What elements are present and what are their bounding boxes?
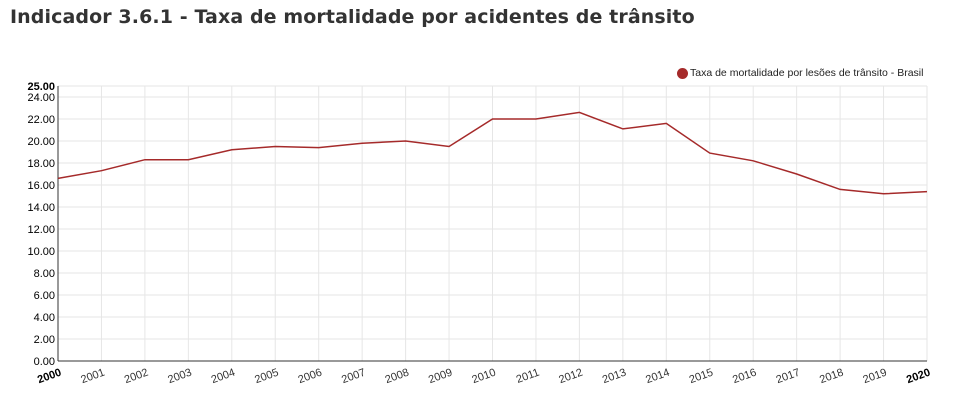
- x-tick-label: 2003: [166, 367, 193, 387]
- x-tick-label: 2018: [818, 367, 845, 387]
- x-tick-label: 2017: [775, 367, 802, 387]
- x-tick-label: 2016: [731, 367, 758, 387]
- x-tick-label: 2013: [601, 367, 628, 387]
- data-point: [490, 116, 496, 122]
- data-point: [98, 168, 104, 174]
- data-point: [229, 147, 235, 153]
- x-tick-label: 2000: [36, 367, 63, 387]
- data-point: [620, 126, 626, 132]
- data-point: [185, 157, 191, 163]
- data-point: [707, 150, 713, 156]
- y-tick-label: 25.00: [27, 81, 55, 93]
- y-tick-label: 22.00: [27, 114, 55, 126]
- y-tick-label: 6.00: [34, 290, 55, 302]
- y-tick-label: 20.00: [27, 136, 55, 148]
- y-tick-label: 8.00: [34, 268, 55, 280]
- y-tick-label: 18.00: [27, 158, 55, 170]
- x-tick-label: 2004: [210, 367, 237, 387]
- y-tick-label: 2.00: [34, 334, 55, 346]
- data-point: [142, 157, 148, 163]
- x-tick-label: 2019: [861, 367, 888, 387]
- x-tick-label: 2002: [123, 367, 150, 387]
- data-point: [837, 186, 843, 192]
- data-point: [316, 145, 322, 151]
- x-tick-label: 2007: [340, 367, 367, 387]
- x-tick-label: 2005: [253, 367, 280, 387]
- series-line: [57, 111, 928, 195]
- x-tick-label: 2020: [905, 367, 932, 387]
- x-tick-label: 2014: [644, 367, 671, 387]
- data-point: [446, 144, 452, 150]
- data-point: [576, 109, 582, 115]
- legend[interactable]: Taxa de mortalidade por lesões de trânsi…: [677, 67, 923, 79]
- data-point: [55, 175, 61, 181]
- data-point: [794, 171, 800, 177]
- y-tick-label: 10.00: [27, 246, 55, 258]
- data-point: [663, 120, 669, 126]
- y-tick-label: 16.00: [27, 180, 55, 192]
- legend-label: Taxa de mortalidade por lesões de trânsi…: [690, 67, 924, 79]
- x-tick-label: 2010: [470, 367, 497, 387]
- x-tick-label: 2015: [688, 367, 715, 387]
- x-tick-label: 2001: [79, 367, 106, 387]
- data-point: [272, 144, 278, 150]
- x-tick-label: 2011: [515, 367, 541, 386]
- data-point: [881, 191, 887, 197]
- y-tick-label: 14.00: [27, 202, 55, 214]
- legend-marker-icon: [677, 67, 688, 79]
- page-title: Indicador 3.6.1 - Taxa de mortalidade po…: [10, 6, 695, 28]
- x-tick-label: 2008: [384, 367, 411, 387]
- y-tick-label: 0.00: [34, 356, 55, 368]
- y-tick-label: 4.00: [34, 312, 55, 324]
- data-point: [924, 189, 930, 195]
- y-tick-label: 12.00: [27, 224, 55, 236]
- data-point: [359, 140, 365, 146]
- data-point: [403, 138, 409, 144]
- data-point: [750, 158, 756, 164]
- data-point: [533, 116, 539, 122]
- x-tick-label: 2006: [297, 367, 324, 387]
- x-tick-label: 2009: [427, 367, 454, 387]
- y-tick-label: 24.00: [27, 92, 55, 104]
- x-tick-label: 2012: [557, 367, 584, 387]
